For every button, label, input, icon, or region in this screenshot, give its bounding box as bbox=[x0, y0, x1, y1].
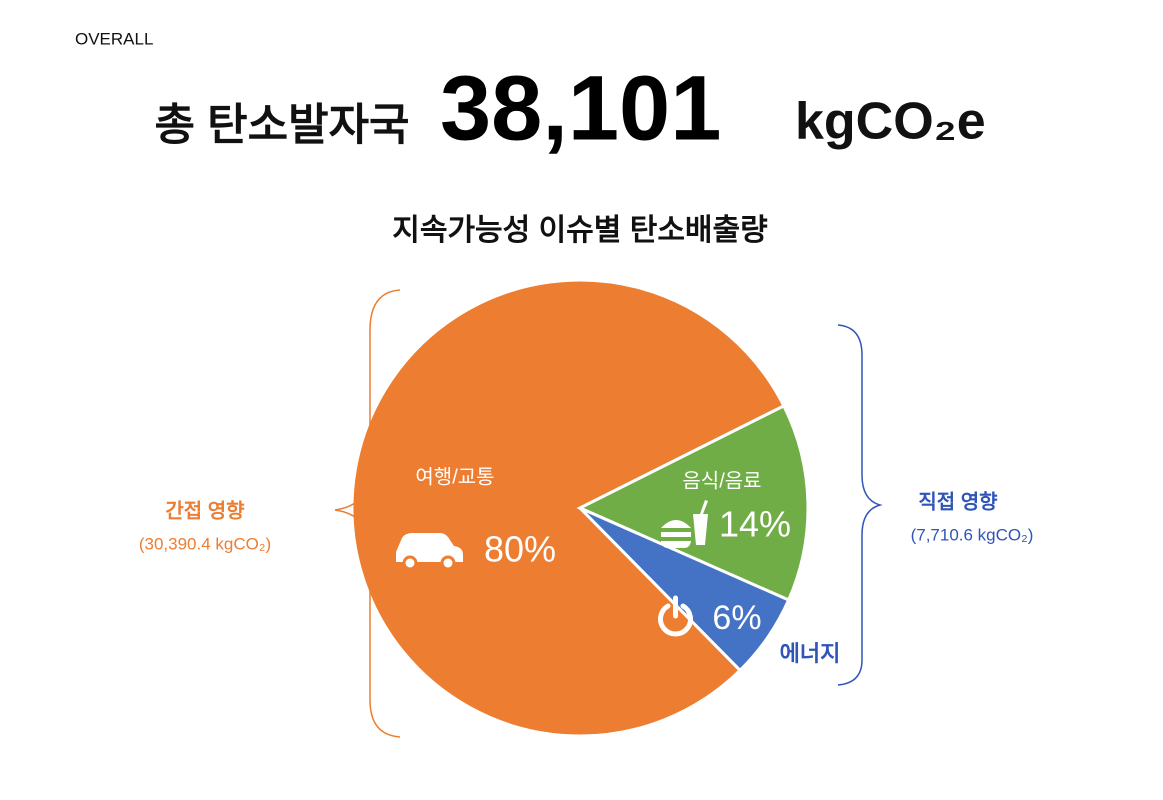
icon bbox=[402, 555, 418, 571]
group-amount: (7,710.6 kgCO₂) bbox=[911, 525, 1034, 544]
value-label: 6% bbox=[712, 599, 761, 637]
icon bbox=[440, 555, 456, 571]
category-label: 여행/교통 bbox=[415, 465, 494, 488]
icon bbox=[661, 520, 691, 548]
chart-title: 지속가능성 이슈별 탄소배출량 bbox=[392, 214, 768, 247]
pie-slice bbox=[350, 278, 786, 738]
unit: kgCO₂e bbox=[795, 93, 986, 151]
category-label: 에너지 bbox=[780, 641, 841, 666]
group-name: 간접 영향 bbox=[165, 499, 245, 522]
group-amount: (30,390.4 kgCO₂) bbox=[139, 534, 271, 553]
pie-slice bbox=[578, 506, 791, 673]
indirect-brace bbox=[334, 289, 401, 738]
icon bbox=[658, 603, 693, 637]
icon bbox=[396, 533, 463, 562]
total: 38,101 bbox=[440, 57, 721, 159]
pie-slice bbox=[576, 403, 810, 602]
value-label: 14% bbox=[719, 504, 791, 545]
icon bbox=[693, 500, 708, 545]
category-label: 음식/음료 bbox=[682, 469, 761, 492]
direct-brace bbox=[837, 324, 883, 686]
pie bbox=[350, 278, 810, 738]
value-label: 80% bbox=[484, 529, 556, 570]
headline: 총 탄소발자국 bbox=[154, 101, 409, 150]
group-name: 직접 영향 bbox=[918, 490, 998, 513]
header: OVERALL bbox=[75, 29, 153, 48]
